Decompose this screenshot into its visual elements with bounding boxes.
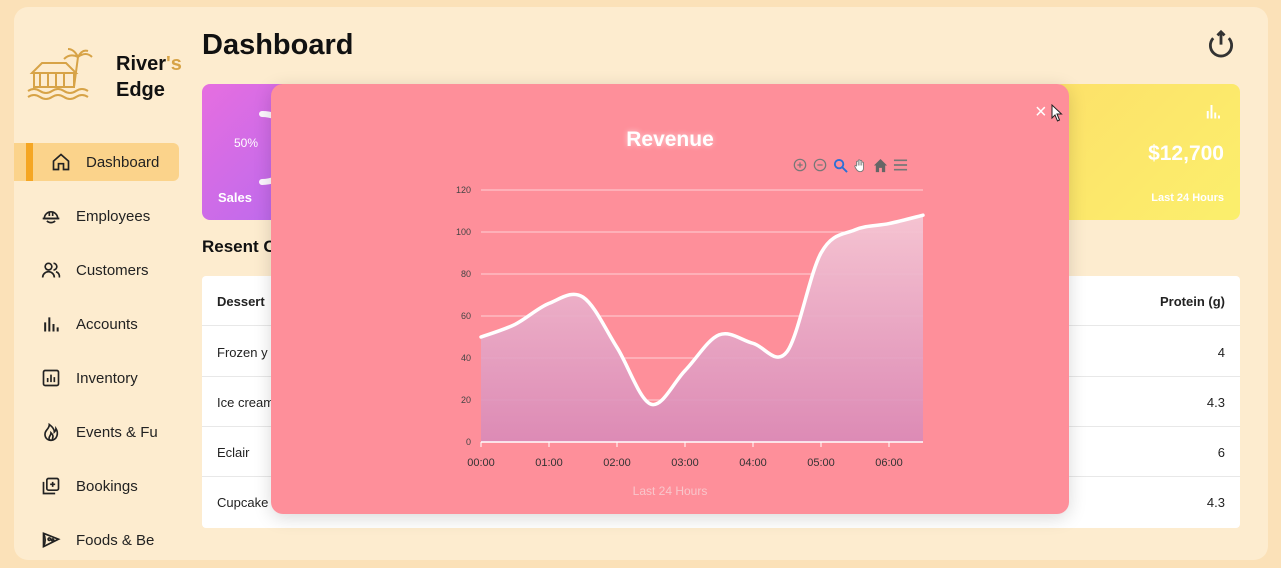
chart-toolbar xyxy=(792,157,908,173)
sidebar-item-accounts[interactable]: Accounts xyxy=(14,305,179,343)
zoom-out-icon[interactable] xyxy=(812,157,828,173)
page-title: Dashboard xyxy=(202,29,354,61)
sales-percent: 50% xyxy=(234,136,259,150)
bookings-icon xyxy=(40,475,62,497)
close-icon[interactable]: × xyxy=(1035,101,1047,123)
sidebar-item-label: Foods & Be xyxy=(76,531,155,549)
home-icon xyxy=(50,151,72,173)
y-tick-label: 0 xyxy=(466,437,471,447)
table-cell: 4.3 xyxy=(1206,495,1225,510)
revenue-subtitle: Last 24 Hours xyxy=(1151,192,1224,204)
flame-icon xyxy=(40,421,62,443)
chart-box-icon xyxy=(40,367,62,389)
table-cell: 6 xyxy=(1217,445,1225,460)
zoom-selection-icon[interactable] xyxy=(832,157,848,173)
x-tick-label: 02:00 xyxy=(603,457,631,469)
mouse-cursor-icon xyxy=(1051,104,1063,122)
table-cell: 4.3 xyxy=(1206,395,1225,410)
sidebar-item-events[interactable]: Events & Fu xyxy=(14,413,179,451)
table-cell: Eclair xyxy=(217,445,250,460)
sales-label: Sales xyxy=(218,190,252,205)
sidebar-item-bookings[interactable]: Bookings xyxy=(14,467,179,505)
x-tick-label: 05:00 xyxy=(807,457,835,469)
y-tick-label: 100 xyxy=(456,227,471,237)
revenue-modal: Revenue × 0 20 40 60 80 100 120 xyxy=(271,84,1069,514)
revenue-series-line xyxy=(479,213,925,407)
bar-chart-icon xyxy=(40,313,62,335)
sidebar-item-label: Inventory xyxy=(76,369,138,387)
sidebar-item-dashboard[interactable]: Dashboard xyxy=(14,143,179,181)
brand-name: River's Edge xyxy=(116,53,182,101)
table-cell: Cupcake xyxy=(217,495,269,510)
y-tick-label: 40 xyxy=(461,353,471,363)
sidebar-item-employees[interactable]: Employees xyxy=(14,197,179,235)
sidebar-nav: Dashboard Employees Customers Accounts I… xyxy=(14,143,179,560)
y-tick-label: 60 xyxy=(461,311,471,321)
table-header-cell[interactable]: Protein (g) xyxy=(1160,294,1225,309)
revenue-amount: $12,700 xyxy=(1148,142,1224,165)
table-cell: Ice cream xyxy=(217,395,275,410)
sidebar-item-label: Dashboard xyxy=(86,153,160,171)
resort-logo-icon xyxy=(27,48,93,100)
x-tick-label: 06:00 xyxy=(875,457,903,469)
revenue-area-chart: 0 20 40 60 80 100 120 00:00 01:00 02:00 03:00 04:00… xyxy=(456,185,925,469)
table-row[interactable]: Cupcake 4.3 xyxy=(202,477,1240,527)
app-frame: River's Edge Dashboard Employees Custome… xyxy=(14,7,1268,560)
sidebar-item-label: Employees xyxy=(76,207,151,225)
modal-footer: Last 24 Hours xyxy=(632,484,708,498)
sidebar-item-inventory[interactable]: Inventory xyxy=(14,359,179,397)
power-icon[interactable] xyxy=(1204,29,1238,63)
sidebar-item-label: Customers xyxy=(76,261,149,279)
users-icon xyxy=(40,259,62,281)
sidebar-item-foods[interactable]: Foods & Be xyxy=(14,521,179,559)
x-tick-label: 03:00 xyxy=(671,457,699,469)
sidebar-item-label: Accounts xyxy=(76,315,138,333)
brand-logo[interactable]: River's Edge xyxy=(26,47,186,107)
y-tick-label: 120 xyxy=(456,185,471,195)
pan-hand-icon[interactable] xyxy=(852,157,868,173)
revenue-area xyxy=(481,215,923,442)
section-title: Resent C xyxy=(202,237,276,256)
helmet-icon xyxy=(40,205,62,227)
table-cell: 4 xyxy=(1217,345,1225,360)
modal-title: Revenue xyxy=(626,128,714,151)
zoom-in-icon[interactable] xyxy=(792,157,808,173)
table-cell: Frozen y xyxy=(217,345,268,360)
pizza-icon xyxy=(40,529,62,551)
sidebar-item-customers[interactable]: Customers xyxy=(14,251,179,289)
menu-icon[interactable] xyxy=(892,157,908,173)
y-tick-label: 80 xyxy=(461,269,471,279)
x-tick-label: 00:00 xyxy=(467,457,495,469)
revenue-card[interactable]: $12,700 Last 24 Hours xyxy=(1054,84,1240,220)
sidebar-item-label: Bookings xyxy=(76,477,138,495)
bar-chart-icon xyxy=(1204,102,1222,125)
sidebar-item-label: Events & Fu xyxy=(76,423,158,441)
y-tick-label: 20 xyxy=(461,395,471,405)
reset-home-icon[interactable] xyxy=(872,157,888,173)
x-tick-label: 01:00 xyxy=(535,457,563,469)
x-tick-label: 04:00 xyxy=(739,457,767,469)
table-header-cell[interactable]: Dessert xyxy=(217,294,265,309)
